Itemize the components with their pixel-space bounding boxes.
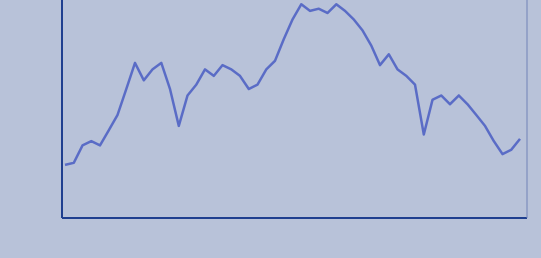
background (0, 0, 541, 258)
chart (0, 0, 541, 258)
page: {"chart_data": {"type": "line", "color":… (0, 0, 541, 258)
